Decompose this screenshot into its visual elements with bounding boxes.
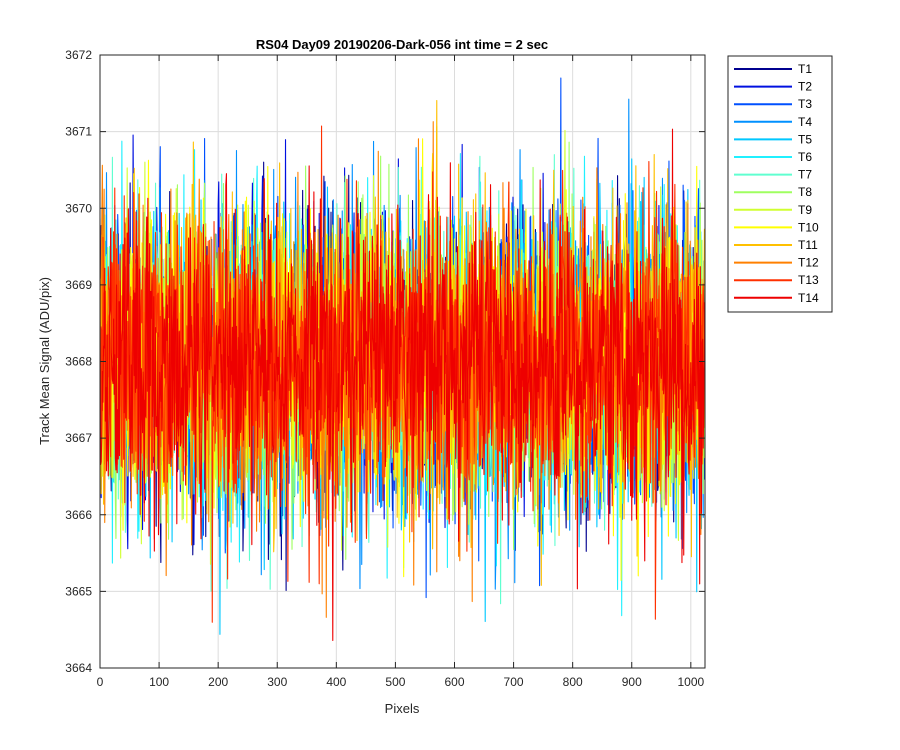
x-axis-label: Pixels (385, 701, 420, 716)
legend-label: T2 (798, 80, 812, 94)
x-tick-label: 300 (267, 675, 287, 689)
y-tick-label: 3665 (65, 584, 92, 598)
legend-item: T7 (734, 168, 812, 182)
x-tick-label: 400 (326, 675, 346, 689)
y-tick-label: 3669 (65, 278, 92, 292)
series-group (100, 77, 705, 642)
y-tick-label: 3667 (65, 431, 92, 445)
x-tick-label: 200 (208, 675, 228, 689)
legend-label: T6 (798, 150, 812, 164)
chart-title: RS04 Day09 20190206-Dark-056 int time = … (256, 37, 548, 52)
y-tick-label: 3672 (65, 48, 92, 62)
legend-item: T2 (734, 80, 812, 94)
y-tick-label: 3666 (65, 508, 92, 522)
legend-label: T5 (798, 132, 812, 146)
x-tick-label: 800 (563, 675, 583, 689)
x-tick-label: 500 (385, 675, 405, 689)
legend-item: T8 (734, 185, 812, 199)
x-tick-label: 600 (444, 675, 464, 689)
x-tick-label: 1000 (677, 675, 704, 689)
legend-label: T3 (798, 97, 812, 111)
legend-label: T1 (798, 62, 812, 76)
legend-label: T8 (798, 185, 812, 199)
ticks: 0 100 200 300 400 500 600 700 800 900 1000 3664 3665… (65, 48, 705, 689)
legend-item: T1 (734, 62, 812, 76)
y-tick-label: 3670 (65, 201, 92, 215)
x-tick-label: 0 (97, 675, 104, 689)
legend-item: T5 (734, 132, 812, 146)
legend-item: T9 (734, 203, 812, 217)
legend-item: T12 (734, 256, 819, 270)
y-axis-label: Track Mean Signal (ADU/pix) (37, 277, 52, 445)
legend-item: T3 (734, 97, 812, 111)
legend-label: T11 (798, 238, 818, 252)
legend-label: T12 (798, 256, 819, 270)
legend-item: T11 (734, 238, 818, 252)
legend-label: T10 (798, 220, 819, 234)
x-tick-label: 700 (504, 675, 524, 689)
legend-label: T7 (798, 168, 812, 182)
x-tick-label: 900 (622, 675, 642, 689)
x-tick-label: 100 (149, 675, 169, 689)
y-tick-label: 3671 (65, 125, 92, 139)
y-tick-label: 3668 (65, 355, 92, 369)
legend-label: T14 (798, 291, 819, 305)
legend-box (727, 55, 833, 313)
legend-item: T4 (734, 115, 812, 129)
legend-label: T4 (798, 115, 812, 129)
series-line-t14 (100, 128, 705, 642)
legend: T1 T2 T3 T4 T5 T6 T7 T8 T9 T10 T11 T12 T13 T14 (727, 55, 833, 313)
legend-item: T14 (734, 291, 819, 305)
y-tick-label: 3664 (65, 661, 92, 675)
series-line-t13 (100, 125, 705, 623)
legend-item: T13 (734, 273, 819, 287)
legend-item: T6 (734, 150, 812, 164)
legend-label: T9 (798, 203, 812, 217)
legend-item: T10 (734, 220, 819, 234)
legend-label: T13 (798, 273, 819, 287)
